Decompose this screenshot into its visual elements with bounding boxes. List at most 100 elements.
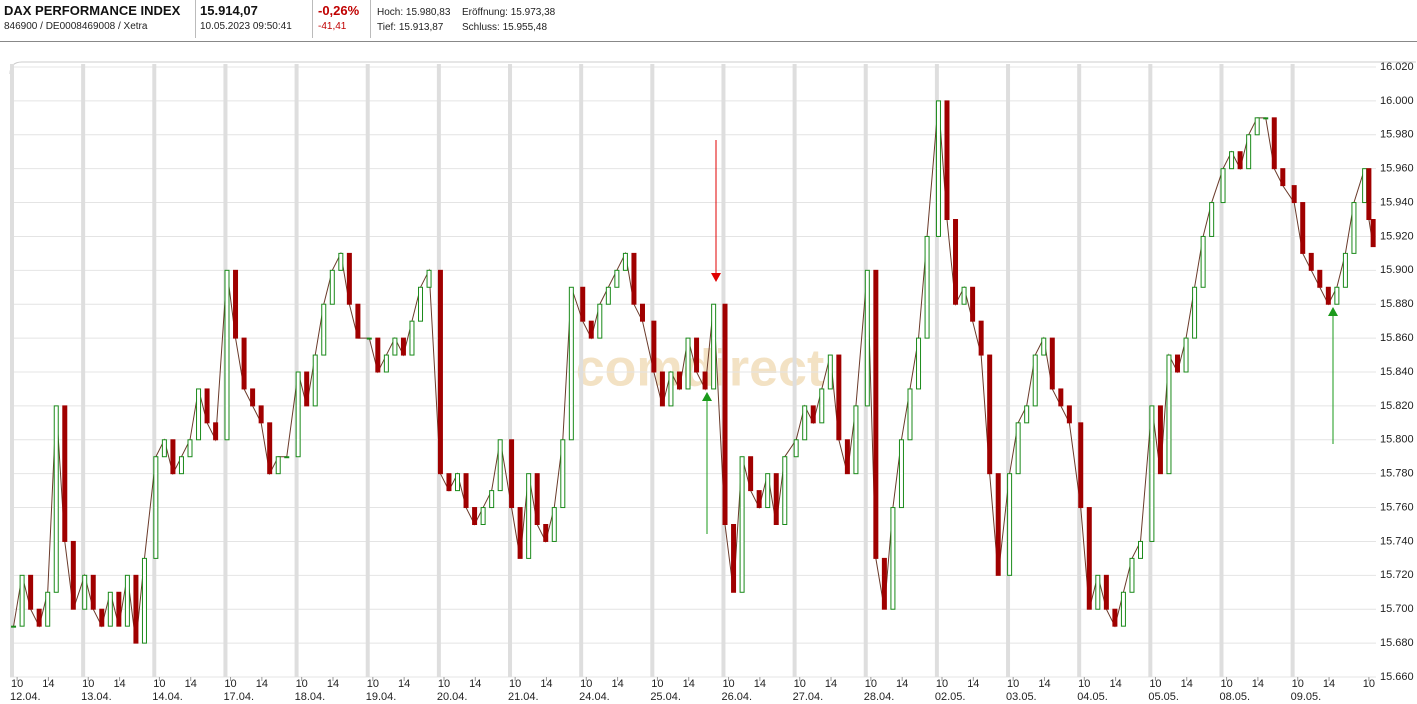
x-tick-label: 14 [1323, 678, 1335, 690]
candle [241, 337, 247, 390]
candle [1366, 168, 1372, 220]
candle [70, 540, 76, 610]
candle [1246, 134, 1252, 170]
candle [711, 303, 717, 390]
candle [676, 371, 682, 390]
x-tick-label: 14 [754, 678, 766, 690]
candle [694, 337, 700, 373]
candle [782, 456, 788, 526]
candle [819, 388, 825, 424]
date-tick-label: 14.04. [152, 691, 183, 703]
candle [1157, 405, 1163, 475]
candle [898, 439, 904, 509]
low: Tief: 15.913,87 [377, 22, 444, 33]
candle [133, 574, 139, 644]
high: Hoch: 15.980,83 [377, 7, 451, 18]
x-tick-label: 14 [1181, 678, 1193, 690]
candle [153, 456, 159, 559]
x-tick-label: 14 [327, 678, 339, 690]
candle [1183, 337, 1189, 373]
candle [853, 405, 859, 475]
x-tick-label: 14 [469, 678, 481, 690]
candle [560, 439, 566, 509]
candle [295, 371, 301, 458]
y-tick-label: 15.880 [1380, 298, 1414, 310]
y-tick-label: 15.660 [1380, 671, 1414, 683]
x-tick-label: 10 [1078, 678, 1090, 690]
change-column: -0,26% -41,41 [313, 0, 371, 38]
price-column: 15.914,07 10.05.2023 09:50:41 [196, 0, 313, 38]
date-tick-label: 26.04. [721, 691, 752, 703]
candle [383, 354, 389, 373]
candle [622, 252, 628, 271]
candle [1024, 405, 1030, 424]
candle [1342, 252, 1348, 288]
candle [1220, 168, 1226, 204]
candle [346, 252, 352, 305]
change-abs: -41,41 [318, 21, 347, 32]
candle [1032, 354, 1038, 407]
candle [400, 337, 406, 356]
candle [36, 608, 42, 627]
candle [53, 405, 59, 593]
candle [1280, 168, 1286, 187]
candle [995, 473, 1001, 576]
candle [258, 405, 264, 424]
grid: 15.660 15.680 15.700 15.720 15.740 15.760 15.7… [10, 61, 1414, 703]
candle [1334, 286, 1340, 305]
candle [639, 303, 645, 322]
quote-header: DAX PERFORMANCE INDEX 846900 / DE0008469… [0, 0, 1417, 42]
candle [978, 320, 984, 356]
candle [321, 303, 327, 356]
candle [204, 388, 210, 424]
candle [685, 337, 691, 390]
x-tick-label: 14 [540, 678, 552, 690]
timestamp: 10.05.2023 09:50:41 [200, 21, 292, 32]
candle [472, 507, 478, 525]
x-tick-label: 14 [185, 678, 197, 690]
candle [944, 100, 950, 221]
x-tick-label: 10 [153, 678, 165, 690]
y-tick-label: 15.700 [1380, 603, 1414, 615]
date-tick-label: 18.04. [295, 691, 326, 703]
x-tick-label: 10 [580, 678, 592, 690]
candle [338, 252, 344, 271]
date-tick-label: 20.04. [437, 691, 468, 703]
candle [659, 371, 665, 407]
candle [455, 473, 461, 492]
candle [366, 337, 372, 340]
candle [11, 625, 17, 628]
date-tick-label: 13.04. [81, 691, 112, 703]
candle [844, 439, 850, 475]
date-tick-label: 17.04. [223, 691, 254, 703]
candle [463, 473, 469, 509]
candle [1209, 202, 1215, 237]
x-tick-label: 14 [825, 678, 837, 690]
candle [605, 286, 611, 305]
x-tick-label: 14 [42, 678, 54, 690]
date-tick-label: 19.04. [366, 691, 397, 703]
candle [480, 507, 486, 525]
candle [864, 269, 870, 407]
candle [1015, 422, 1021, 475]
candle [250, 388, 256, 407]
candle [953, 219, 959, 305]
candle [426, 269, 432, 288]
candle [267, 422, 273, 475]
x-tick-label: 10 [651, 678, 663, 690]
index-name: DAX PERFORMANCE INDEX [4, 3, 181, 18]
annotation-arrow-head [1328, 307, 1338, 316]
candle [19, 574, 25, 627]
y-tick-label: 15.920 [1380, 230, 1414, 242]
date-tick-label: 08.05. [1219, 691, 1250, 703]
x-tick-label: 10 [794, 678, 806, 690]
x-tick-label: 10 [509, 678, 521, 690]
candle [907, 388, 913, 441]
x-tick-label: 14 [683, 678, 695, 690]
x-tick-label: 10 [722, 678, 734, 690]
candle [756, 490, 762, 509]
open: Eröffnung: 15.973,38 [462, 7, 556, 18]
x-tick-label: 10 [1292, 678, 1304, 690]
x-tick-label: 10 [11, 678, 23, 690]
candle [161, 439, 167, 458]
